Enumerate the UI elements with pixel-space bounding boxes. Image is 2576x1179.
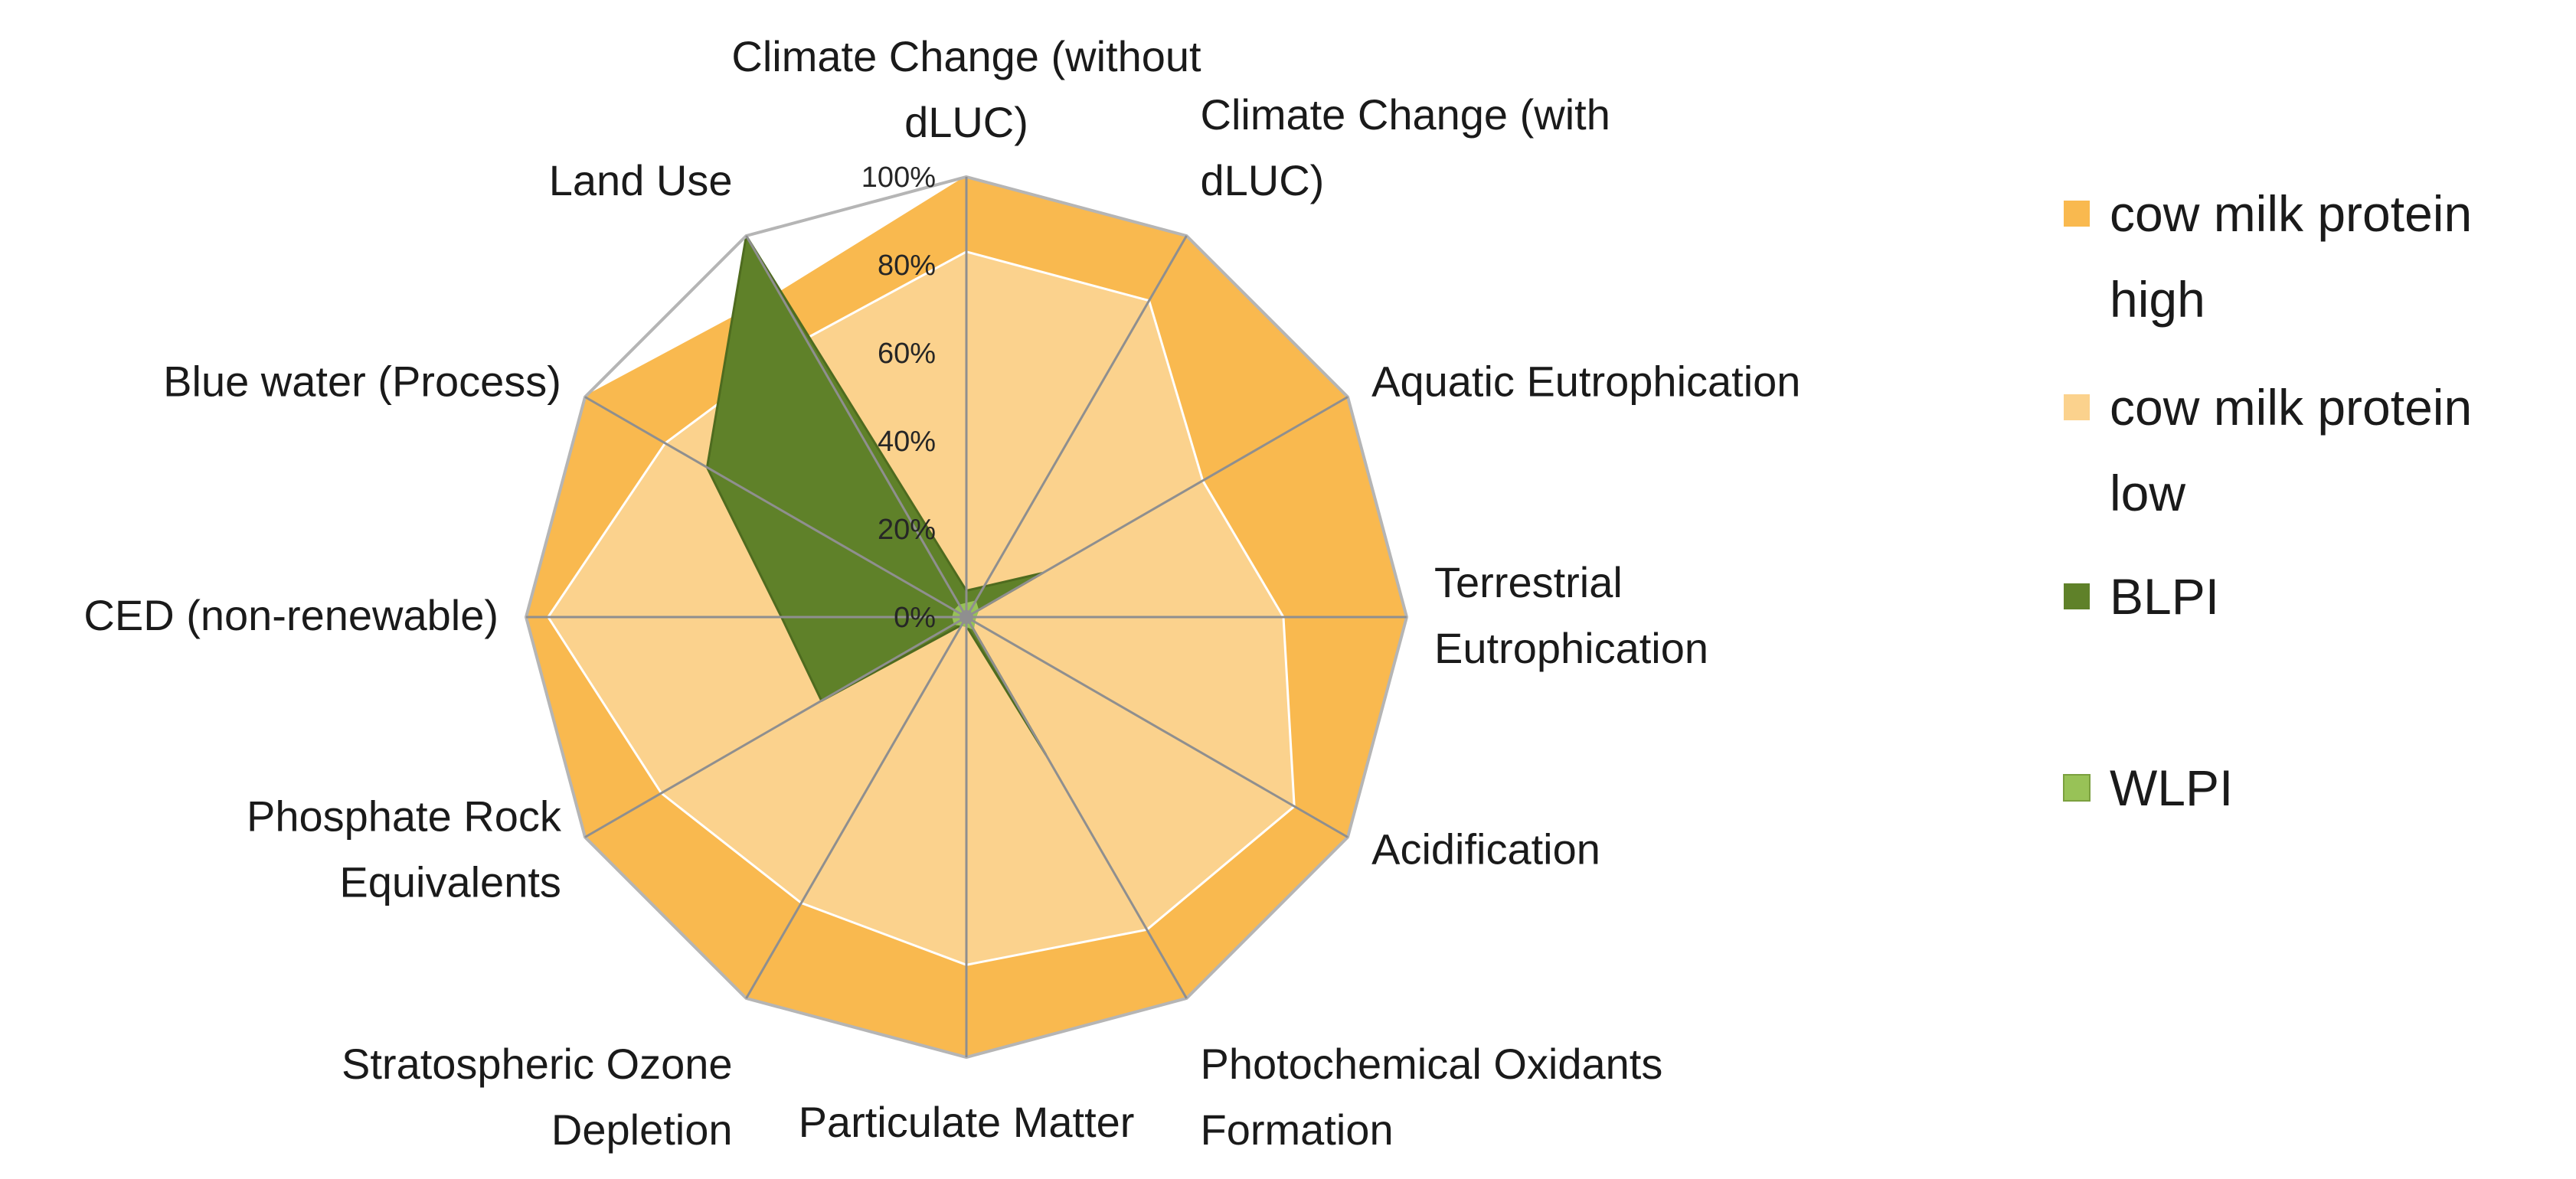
axis-label-line: Blue water (Process): [163, 358, 561, 406]
axis-label: Phosphate Rock Equivalents: [247, 792, 562, 906]
spoke-line: [965, 235, 1188, 618]
tick-label: 80%: [878, 250, 936, 282]
axis-label-line: dLUC): [1201, 156, 1325, 204]
spoke-line: [966, 396, 1348, 619]
tick-label: 60%: [878, 338, 936, 370]
axis-label-line: Particulate Matter: [799, 1098, 1135, 1146]
axis-label: Terrestrial Eutrophication: [1434, 558, 1708, 672]
axis-label: Particulate Matter: [799, 1098, 1135, 1146]
spoke-line: [965, 616, 1188, 999]
axis-label-layer: Climate Change (without dLUC) Climate Chan…: [83, 32, 1800, 1154]
axis-label: CED (non-renewable): [83, 591, 499, 639]
legend-label-line: BLPI: [2110, 568, 2219, 625]
axis-label-line: Stratospheric Ozone: [342, 1040, 732, 1088]
axis-label-line: Climate Change (with: [1201, 90, 1610, 139]
center-point: [959, 610, 973, 624]
tick-layer: 0% 20% 40% 60% 80% 100%: [861, 162, 936, 634]
legend-label: BLPI: [2110, 568, 2219, 625]
spoke-line: [966, 616, 1348, 838]
axis-label: Land Use: [549, 156, 733, 204]
tick-label: 100%: [861, 162, 936, 194]
legend-swatch: [2063, 774, 2091, 802]
tick-label: 0%: [894, 602, 936, 634]
axis-label: Blue water (Process): [163, 358, 561, 406]
axis-label-line: Depletion: [551, 1106, 733, 1154]
legend-label: cow milk protein low: [2110, 379, 2472, 521]
axis-label-line: Phosphate Rock: [247, 792, 562, 841]
axis-label-line: Acidification: [1371, 825, 1600, 874]
legend-swatch: [2064, 201, 2090, 227]
tick-label: 40%: [878, 426, 936, 458]
axis-label-line: Photochemical Oxidants: [1201, 1040, 1663, 1088]
spoke-line: [584, 396, 967, 619]
spoke-line: [584, 616, 967, 838]
axis-label: Photochemical Oxidants Formation: [1201, 1040, 1663, 1154]
axis-label-line: CED (non-renewable): [83, 591, 499, 639]
axis-label-line: Terrestrial: [1434, 558, 1623, 606]
axis-label: Aquatic Eutrophication: [1371, 358, 1800, 406]
axis-label-line: Eutrophication: [1434, 624, 1708, 672]
axis-label: Climate Change (with dLUC): [1201, 90, 1610, 204]
legend-label-line: cow milk protein: [2110, 185, 2472, 242]
grid-layer: [524, 175, 1409, 1060]
legend-swatch: [2064, 394, 2090, 420]
spoke-line: [745, 616, 968, 999]
axis-label-line: Formation: [1201, 1106, 1394, 1154]
legend-swatch: [2064, 583, 2090, 609]
axis-label-line: Equivalents: [339, 858, 561, 906]
legend-label-line: WLPI: [2110, 759, 2233, 816]
axis-label-line: Aquatic Eutrophication: [1371, 358, 1800, 406]
spoke-line: [745, 235, 968, 618]
axis-label-line: Land Use: [549, 156, 733, 204]
legend-label-line: high: [2110, 271, 2205, 328]
legend-label-line: cow milk protein: [2110, 379, 2472, 436]
axis-label-line: Climate Change (without: [731, 32, 1201, 80]
legend-label: WLPI: [2110, 759, 2233, 816]
legend: cow milk protein high cow milk protein low B…: [2063, 185, 2472, 816]
legend-label: cow milk protein high: [2110, 185, 2472, 328]
legend-label-line: low: [2110, 465, 2185, 521]
axis-label: Climate Change (without dLUC): [731, 32, 1201, 146]
axis-label-line: dLUC): [904, 98, 1028, 146]
axis-label: Stratospheric Ozone Depletion: [342, 1040, 732, 1154]
axis-label: Acidification: [1371, 825, 1600, 874]
tick-label: 20%: [878, 514, 936, 546]
